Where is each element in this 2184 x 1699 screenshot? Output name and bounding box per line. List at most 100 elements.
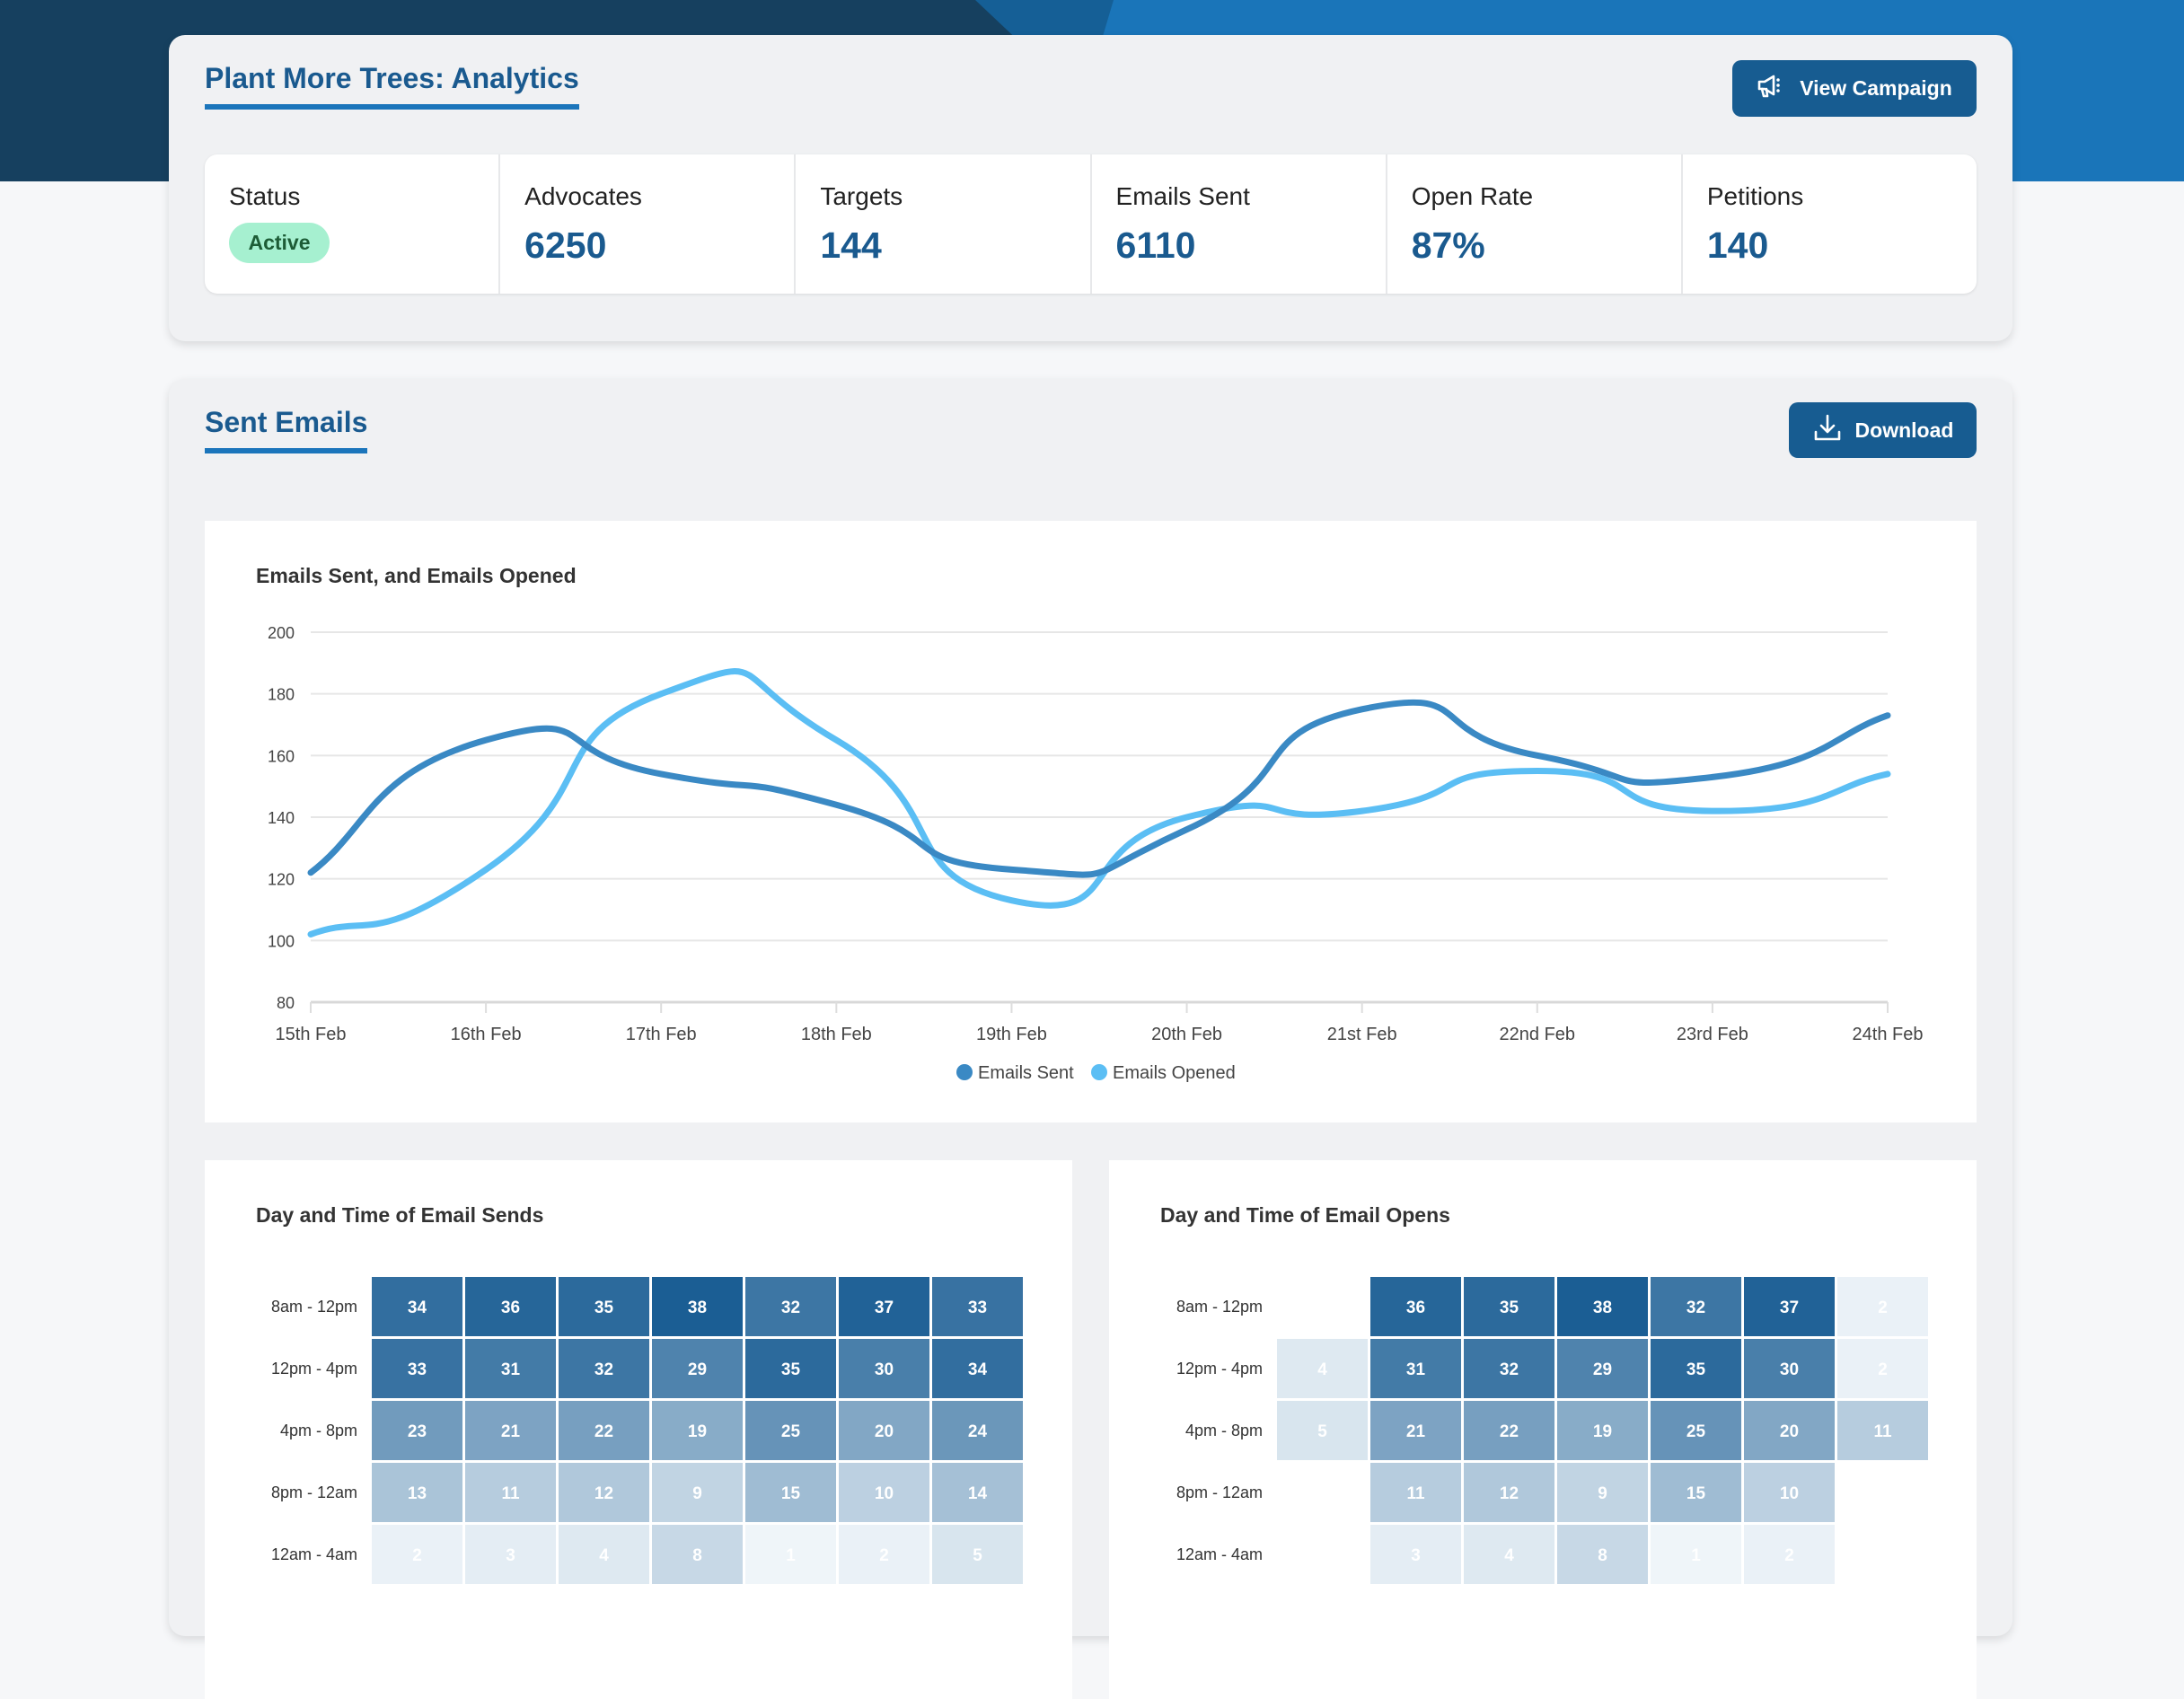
heatmap-cell bbox=[1837, 1277, 1928, 1336]
line-chart: 80 100 120 140 160 180 200 15th Feb 16th Feb 17th… bbox=[268, 624, 1924, 1083]
heatmap-cell-value: 15 bbox=[781, 1484, 801, 1503]
heatmap-cell bbox=[745, 1401, 836, 1460]
heatmap-cell-value: 38 bbox=[1593, 1298, 1612, 1317]
heatmap-row-label: 12pm - 4pm bbox=[1176, 1360, 1263, 1378]
heatmap-cell bbox=[1651, 1339, 1741, 1398]
heatmap-cell-value: 10 bbox=[875, 1484, 894, 1503]
heatmap-cell-value: 34 bbox=[408, 1298, 427, 1317]
heatmap-cell-value: 15 bbox=[1686, 1484, 1706, 1503]
heatmap-cell-value: 3 bbox=[506, 1546, 515, 1565]
sent-emails-card: Sent Emails Download Emails Sent, and Em… bbox=[169, 379, 2012, 1699]
heatmap-cell bbox=[745, 1339, 836, 1398]
y-tick-label: 100 bbox=[268, 932, 295, 950]
stat-label: Advocates bbox=[524, 182, 642, 210]
heatmap-cell-value: 38 bbox=[688, 1298, 707, 1317]
heatmap-cell bbox=[1651, 1277, 1741, 1336]
legend-marker bbox=[956, 1064, 973, 1080]
section-title: Sent Emails bbox=[205, 406, 368, 453]
heatmap-cell bbox=[652, 1463, 743, 1522]
heatmap-cell bbox=[465, 1277, 556, 1336]
heatmap-cell-value: 32 bbox=[594, 1360, 613, 1379]
stat-value: 6250 bbox=[524, 224, 607, 266]
megaphone-icon bbox=[1757, 71, 1787, 107]
view-campaign-button[interactable]: View Campaign bbox=[1732, 60, 1977, 117]
heatmap-row-label: 4pm - 8pm bbox=[280, 1422, 357, 1439]
heatmap-cell-value: 8 bbox=[1598, 1546, 1607, 1565]
heatmap-cell bbox=[1464, 1401, 1554, 1460]
y-tick-label: 160 bbox=[268, 747, 295, 765]
x-tick-label: 20th Feb bbox=[1151, 1025, 1222, 1044]
heatmap-cell bbox=[559, 1339, 649, 1398]
heatmap-cell-value: 12 bbox=[1500, 1484, 1519, 1503]
heatmap-cell-value: 25 bbox=[781, 1422, 801, 1441]
heatmap-cell bbox=[1837, 1339, 1928, 1398]
legend-label: Emails Sent bbox=[978, 1063, 1074, 1083]
heatmap-cell bbox=[1557, 1339, 1648, 1398]
heatmap-cell-value: 2 bbox=[1784, 1546, 1794, 1565]
heatmap-cell-value: 10 bbox=[1780, 1484, 1799, 1503]
heatmap-cell-value: 31 bbox=[1406, 1360, 1426, 1379]
heatmap-cell-value: 20 bbox=[1780, 1422, 1799, 1441]
heatmap-cell-value: 35 bbox=[594, 1298, 614, 1317]
heatmap-cell-value: 19 bbox=[1593, 1422, 1612, 1441]
heatmap-cell-value: 1 bbox=[786, 1546, 796, 1565]
heatmap-cell bbox=[1277, 1401, 1368, 1460]
heatmap-cell bbox=[1370, 1401, 1461, 1460]
heatmap-cell bbox=[559, 1401, 649, 1460]
status-badge: Active bbox=[229, 223, 330, 263]
heatmap-cell-value: 4 bbox=[599, 1546, 609, 1565]
legend-marker bbox=[1091, 1064, 1107, 1080]
stat-petitions: Petitions 140 bbox=[1680, 154, 1977, 294]
chart-title: Emails Sent, and Emails Opened bbox=[256, 564, 577, 587]
heatmap-cell bbox=[652, 1401, 743, 1460]
x-tick-label: 19th Feb bbox=[976, 1025, 1047, 1044]
x-tick-label: 15th Feb bbox=[276, 1025, 347, 1044]
heatmap-cell-value: 33 bbox=[968, 1298, 987, 1317]
heatmap-cell-value: 25 bbox=[1686, 1422, 1706, 1441]
heatmap-cell-value: 24 bbox=[968, 1422, 988, 1441]
heatmap-cell bbox=[372, 1463, 462, 1522]
stat-label: Status bbox=[229, 182, 301, 210]
y-tick-label: 80 bbox=[277, 994, 295, 1012]
y-tick-label: 200 bbox=[268, 624, 295, 642]
heatmap-cell bbox=[1651, 1463, 1741, 1522]
heatmap-cell bbox=[559, 1463, 649, 1522]
heatmap-cell-value: 2 bbox=[879, 1546, 889, 1565]
heatmap-cell bbox=[839, 1277, 929, 1336]
heatmap-cell-value: 29 bbox=[1593, 1360, 1612, 1379]
heatmap-cell-value: 32 bbox=[781, 1298, 800, 1317]
heatmap-cell-value: 32 bbox=[1686, 1298, 1705, 1317]
heatmap-cell-value: 29 bbox=[688, 1360, 707, 1379]
heatmap-cell-value: 36 bbox=[501, 1298, 520, 1317]
heatmap-cell-value: 5 bbox=[1317, 1422, 1327, 1441]
series-line-emails-sent bbox=[307, 699, 1891, 878]
heatmap-row-label: 8pm - 12am bbox=[1176, 1483, 1263, 1501]
page-title: Plant More Trees: Analytics bbox=[205, 62, 579, 110]
heatmap-cell-value: 31 bbox=[501, 1360, 521, 1379]
stat-open-rate: Open Rate 87% bbox=[1385, 154, 1681, 294]
x-tick-label: 23rd Feb bbox=[1677, 1025, 1748, 1044]
heatmap-cell-value: 2 bbox=[1878, 1360, 1888, 1379]
heatmap-row-label: 8am - 12pm bbox=[1176, 1298, 1263, 1316]
heatmap-cell-value: 30 bbox=[1780, 1360, 1799, 1379]
heatmap-cell bbox=[372, 1277, 462, 1336]
heatmap-cell-value: 22 bbox=[594, 1422, 613, 1441]
heatmap-cell bbox=[652, 1277, 743, 1336]
heatmap-cell bbox=[1464, 1277, 1554, 1336]
heatmap-cell-value: 9 bbox=[1598, 1484, 1607, 1503]
view-campaign-label: View Campaign bbox=[1800, 76, 1952, 100]
heatmap-cell-value: 37 bbox=[875, 1298, 894, 1317]
heatmap-cell-value: 8 bbox=[692, 1546, 702, 1565]
heatmap-cell-value: 13 bbox=[408, 1484, 427, 1503]
heatmap-cell-value: 32 bbox=[1500, 1360, 1519, 1379]
heatmap-row-label: 12am - 4am bbox=[1176, 1545, 1263, 1563]
y-tick-label: 120 bbox=[268, 871, 295, 889]
heatmap-cell bbox=[1557, 1463, 1648, 1522]
stat-label: Targets bbox=[820, 182, 903, 210]
heatmap-cell-value: 34 bbox=[968, 1360, 988, 1379]
heatmap-panel-opens: Day and Time of Email Opens 8am - 12pm 36… bbox=[1109, 1160, 1977, 1699]
heatmap-cell bbox=[465, 1339, 556, 1398]
heatmap-cell-value: 2 bbox=[412, 1546, 422, 1565]
download-button[interactable]: Download bbox=[1789, 402, 1977, 458]
